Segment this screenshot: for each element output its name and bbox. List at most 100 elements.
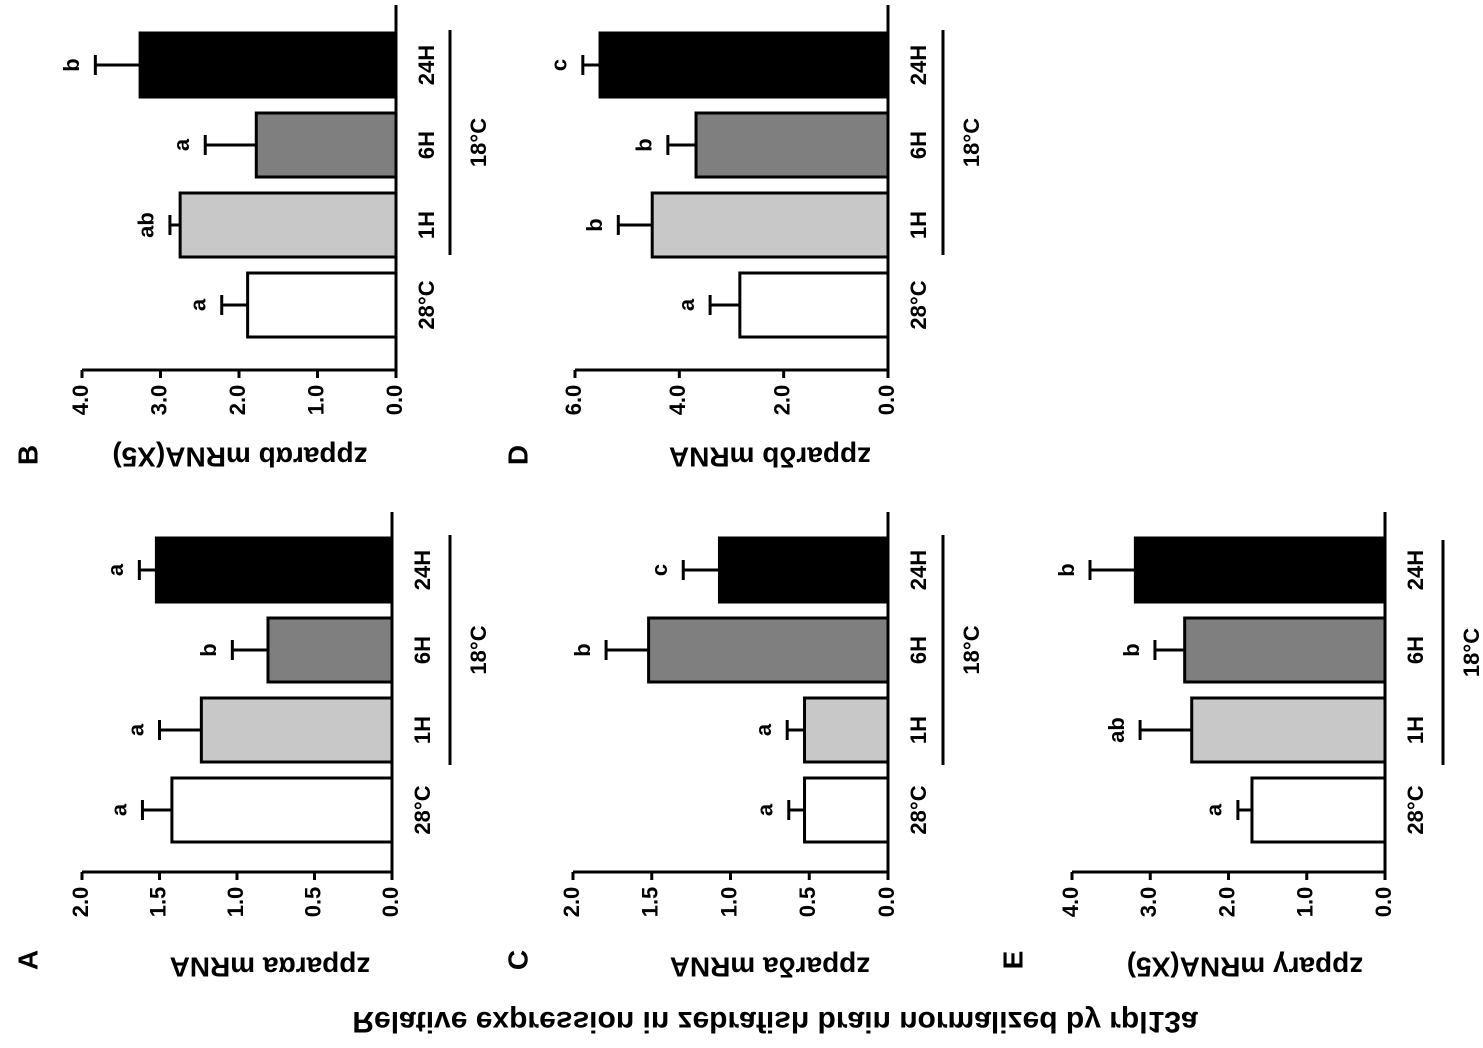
x-tick-label: 24H: [906, 550, 931, 590]
y-tick-label: 2.0: [769, 385, 794, 416]
x-tick-label: 28°C: [906, 785, 931, 834]
bar: [652, 193, 888, 257]
y-tick-label: 0.0: [382, 385, 407, 416]
x-tick-label: 28°C: [410, 785, 435, 834]
bar: [248, 273, 396, 337]
significance-letter: a: [169, 138, 194, 151]
y-axis-title: zpparγ mRNA(X5): [1127, 952, 1363, 983]
bar: [268, 618, 392, 682]
y-tick-label: 1.0: [303, 385, 328, 416]
y-tick-label: 2.0: [68, 887, 93, 918]
significance-letter: a: [1202, 803, 1227, 816]
significance-letter: b: [59, 58, 84, 71]
y-tick-label: 1.5: [145, 887, 170, 918]
significance-letter: a: [103, 563, 128, 576]
bar: [649, 618, 888, 682]
x-tick-label: 1H: [906, 211, 931, 239]
x-tick-label: 6H: [1403, 636, 1428, 664]
bar: [156, 538, 392, 602]
significance-letter: ab: [134, 212, 159, 238]
significance-letter: a: [106, 803, 131, 816]
bar: [719, 538, 888, 602]
y-tick-label: 0.0: [874, 385, 899, 416]
y-tick-label: 3.0: [1136, 887, 1161, 918]
x-tick-label: 28°C: [906, 280, 931, 329]
y-tick-label: 0.0: [874, 887, 899, 918]
y-tick-label: 1.0: [223, 887, 248, 918]
bar: [256, 113, 396, 177]
bar: [1192, 698, 1385, 762]
y-tick-label: 4.0: [665, 385, 690, 416]
panel-letter: D: [502, 445, 533, 465]
x-tick-label: 6H: [414, 131, 439, 159]
panel-letter: A: [12, 950, 43, 970]
group-label: 18°C: [959, 118, 984, 167]
significance-letter: b: [1119, 643, 1144, 656]
x-tick-label: 6H: [906, 636, 931, 664]
significance-letter: c: [647, 564, 672, 576]
significance-letter: a: [753, 803, 778, 816]
panel-letter: B: [12, 445, 43, 465]
x-tick-label: 1H: [414, 211, 439, 239]
y-axis-title: zpparαa mRNA: [170, 952, 371, 983]
figure: Relative expression in zebrafish brain n…: [0, 0, 1483, 1048]
x-tick-label: 6H: [906, 131, 931, 159]
bar: [696, 113, 888, 177]
bar: [180, 193, 396, 257]
x-tick-label: 28°C: [414, 280, 439, 329]
y-axis-title: zpparδa mRNA: [670, 952, 871, 983]
significance-letter: a: [186, 298, 211, 311]
y-tick-label: 6.0: [561, 385, 586, 416]
bar: [600, 33, 888, 97]
figure-title: Relative expression in zebrafish brain n…: [352, 1005, 1198, 1038]
significance-letter: b: [1054, 563, 1079, 576]
panel-letter: C: [502, 950, 533, 970]
y-tick-label: 2.0: [225, 385, 250, 416]
group-label: 18°C: [466, 118, 491, 167]
group-label: 18°C: [1459, 628, 1483, 677]
y-tick-label: 2.0: [1214, 887, 1239, 918]
bar: [1135, 538, 1385, 602]
y-tick-label: 0.0: [1371, 887, 1396, 918]
y-tick-label: 1.0: [1293, 887, 1318, 918]
significance-letter: a: [751, 723, 776, 736]
x-tick-label: 24H: [906, 45, 931, 85]
significance-letter: c: [547, 59, 572, 71]
y-tick-label: 0.5: [795, 887, 820, 918]
x-tick-label: 28°C: [1403, 785, 1428, 834]
y-axis-title: zpparαb mRNA(X5): [112, 442, 367, 473]
significance-letter: a: [123, 723, 148, 736]
bar: [805, 778, 888, 842]
x-tick-label: 1H: [1403, 716, 1428, 744]
y-tick-label: 0.5: [300, 887, 325, 918]
y-tick-label: 2.0: [559, 887, 584, 918]
panel-letter: E: [997, 951, 1028, 970]
significance-letter: b: [196, 643, 221, 656]
y-axis-title: zpparδb mRNA: [669, 442, 871, 473]
bar: [172, 778, 392, 842]
x-tick-label: 24H: [1403, 550, 1428, 590]
y-tick-label: 4.0: [1058, 887, 1083, 918]
x-tick-label: 24H: [410, 550, 435, 590]
y-tick-label: 1.5: [638, 887, 663, 918]
x-tick-label: 24H: [414, 45, 439, 85]
significance-letter: b: [570, 643, 595, 656]
group-label: 18°C: [466, 625, 491, 674]
bar: [740, 273, 888, 337]
bar: [201, 698, 392, 762]
significance-letter: b: [632, 138, 657, 151]
significance-letter: a: [674, 298, 699, 311]
y-tick-label: 1.0: [716, 887, 741, 918]
y-tick-label: 4.0: [68, 385, 93, 416]
bar: [805, 698, 888, 762]
x-tick-label: 6H: [410, 636, 435, 664]
bar: [1185, 618, 1385, 682]
significance-letter: b: [582, 218, 607, 231]
bar: [1252, 778, 1385, 842]
significance-letter: ab: [1104, 717, 1129, 743]
x-tick-label: 1H: [906, 716, 931, 744]
bar: [140, 33, 396, 97]
y-tick-label: 3.0: [146, 385, 171, 416]
x-tick-label: 1H: [410, 716, 435, 744]
y-tick-label: 0.0: [378, 887, 403, 918]
